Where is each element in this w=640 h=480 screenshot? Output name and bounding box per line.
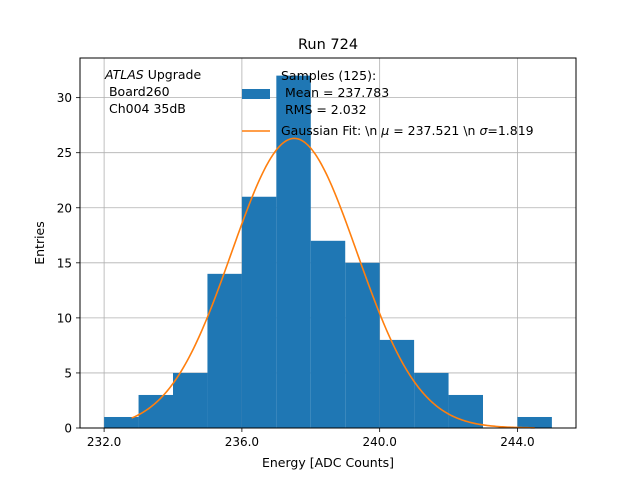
legend-fit-label: Gaussian Fit: \n μ = 237.521 \n σ=1.819 [281, 123, 534, 138]
y-tick-label: 30 [57, 91, 72, 105]
fit-prefix: Gaussian Fit: \n [281, 123, 381, 138]
atlas-annotation: ATLAS Upgrade Board260 Ch004 35dB [104, 67, 201, 116]
histogram-bar [379, 339, 415, 428]
sigma-symbol: σ [479, 123, 488, 138]
histogram-bar [207, 273, 242, 428]
histogram-bar [310, 240, 346, 428]
annotation-line-1: ATLAS Upgrade [104, 67, 201, 82]
histogram-bar [345, 262, 380, 428]
histogram-bar [241, 196, 277, 428]
chart-title: Run 724 [298, 37, 358, 53]
plot-frame [79, 57, 577, 429]
x-axis-label: Energy [ADC Counts] [262, 455, 394, 470]
gaussian-fit-curve [131, 137, 535, 429]
y-tick-label: 20 [57, 201, 72, 215]
histogram-bar [517, 416, 552, 428]
sigma-value: =1.819 [487, 123, 533, 138]
legend-histogram-swatch [242, 89, 270, 99]
x-axis-ticks: 232.0 236.0 240.0 244.0 [87, 428, 535, 449]
histogram-bar [104, 416, 139, 428]
annotation-board: Board260 [105, 84, 170, 99]
legend: Samples (125): Mean = 237.783 RMS = 2.03… [242, 68, 534, 138]
y-tick-label: 10 [57, 311, 72, 325]
legend-samples-mean: Mean = 237.783 [281, 85, 389, 100]
mu-value: = 237.521 \n [389, 123, 479, 138]
y-axis-ticks: 0 5 10 15 20 25 30 [57, 91, 80, 436]
y-tick-label: 25 [57, 146, 72, 160]
histogram-bar [448, 394, 483, 428]
x-tick-label: 244.0 [500, 435, 534, 449]
x-tick-label: 236.0 [225, 435, 259, 449]
histogram-bar [276, 75, 311, 428]
y-axis-label: Entries [32, 221, 47, 265]
histogram-bar [173, 372, 208, 428]
x-tick-label: 232.0 [87, 435, 121, 449]
legend-samples-rms: RMS = 2.032 [281, 102, 367, 117]
atlas-label: ATLAS [104, 67, 144, 82]
legend-samples-title: Samples (125): [281, 68, 376, 83]
x-tick-label: 240.0 [362, 435, 396, 449]
annotation-channel: Ch004 35dB [105, 101, 186, 116]
y-tick-label: 15 [57, 256, 72, 270]
y-tick-label: 5 [64, 366, 72, 380]
y-tick-label: 0 [64, 422, 72, 436]
mu-symbol: μ [380, 123, 389, 138]
upgrade-label: Upgrade [144, 67, 202, 82]
histogram-bars [104, 75, 552, 428]
